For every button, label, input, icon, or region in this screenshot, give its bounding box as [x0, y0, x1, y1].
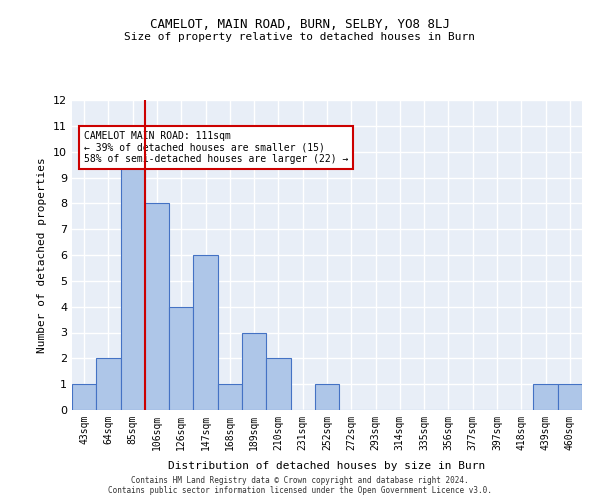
Bar: [242, 332, 266, 410]
Text: CAMELOT, MAIN ROAD, BURN, SELBY, YO8 8LJ: CAMELOT, MAIN ROAD, BURN, SELBY, YO8 8LJ: [150, 18, 450, 30]
Bar: [169, 306, 193, 410]
Bar: [96, 358, 121, 410]
Bar: [533, 384, 558, 410]
Bar: [266, 358, 290, 410]
Bar: [145, 204, 169, 410]
X-axis label: Distribution of detached houses by size in Burn: Distribution of detached houses by size …: [169, 461, 485, 471]
Bar: [218, 384, 242, 410]
Text: Size of property relative to detached houses in Burn: Size of property relative to detached ho…: [125, 32, 476, 42]
Bar: [315, 384, 339, 410]
Bar: [121, 152, 145, 410]
Bar: [72, 384, 96, 410]
Bar: [558, 384, 582, 410]
Text: CAMELOT MAIN ROAD: 111sqm
← 39% of detached houses are smaller (15)
58% of semi-: CAMELOT MAIN ROAD: 111sqm ← 39% of detac…: [84, 131, 349, 164]
Bar: [193, 255, 218, 410]
Y-axis label: Number of detached properties: Number of detached properties: [37, 157, 47, 353]
Text: Contains HM Land Registry data © Crown copyright and database right 2024.
Contai: Contains HM Land Registry data © Crown c…: [108, 476, 492, 495]
